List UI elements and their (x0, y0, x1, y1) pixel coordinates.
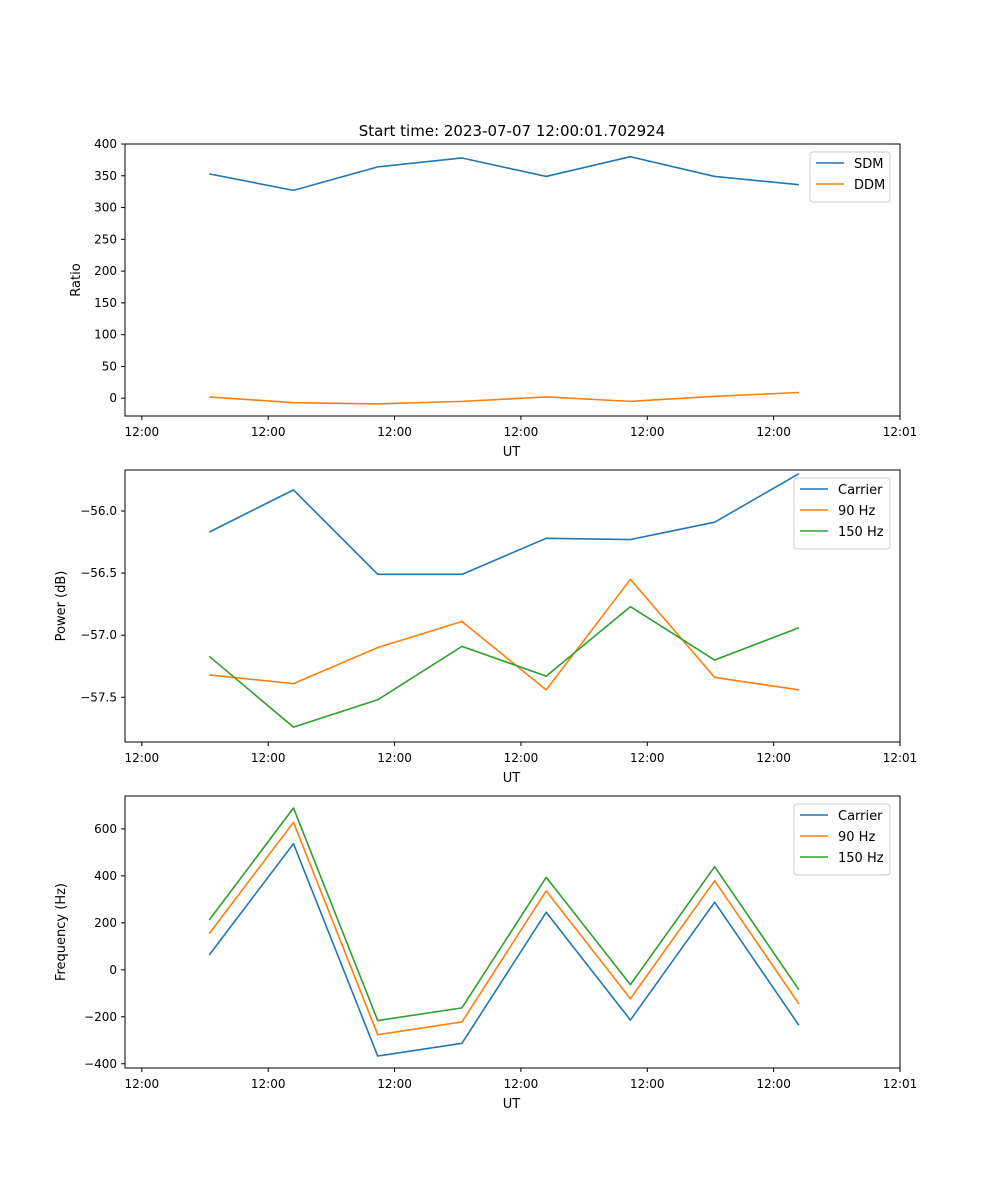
y-tick-label: −200 (84, 1010, 117, 1024)
x-tick-label: 12:00 (377, 425, 412, 439)
series-line-carrier (208, 473, 800, 576)
x-tick-label: 12:01 (883, 751, 918, 765)
x-tick-label: 12:01 (883, 1077, 918, 1091)
subplots: 12:00 12:00 12:00 12:00 12:00 12:00 12:01 0 50 10… (54, 137, 917, 1112)
x-tick-label: 12:00 (251, 751, 286, 765)
series-line-90-hz (209, 578, 800, 691)
y-tick-label: −56.0 (80, 504, 117, 518)
x-tick-label: 12:00 (251, 425, 286, 439)
x-axis-label: UT (503, 445, 521, 460)
legend: SDM DDM (809, 151, 891, 203)
x-tick-label: 12:00 (504, 1077, 539, 1091)
x-tick-label: 12:00 (251, 1077, 286, 1091)
y-tick-label: −57.0 (80, 628, 117, 642)
y-tick-label: 200 (94, 916, 117, 930)
y-axis-label: Ratio (69, 263, 84, 296)
legend-label: Carrier (838, 809, 883, 824)
series-line-150-hz (208, 605, 800, 728)
figure-title: Start time: 2023-07-07 12:00:01.702924 (359, 122, 665, 140)
y-tick-label: 600 (94, 822, 117, 836)
legend: Carrier 90 Hz 150 Hz (793, 803, 891, 876)
x-tick-label: 12:00 (504, 751, 539, 765)
axes-frame (124, 143, 901, 417)
x-tick-label: 12:00 (756, 751, 791, 765)
y-tick-label: 350 (94, 169, 117, 183)
y-tick-label: 0 (109, 391, 117, 405)
y-tick-label: −56.5 (80, 566, 117, 580)
axes-frame (124, 469, 901, 743)
series-line-ddm (209, 391, 799, 405)
y-tick-label: −400 (84, 1057, 117, 1071)
x-tick-label: 12:00 (125, 1077, 160, 1091)
y-axis-label: Power (dB) (54, 571, 69, 642)
subplot-2: 12:00 12:00 12:00 12:00 12:00 12:00 12:01 −56.0… (54, 469, 918, 786)
y-tick-label: 250 (94, 232, 117, 246)
series-line-90-hz (208, 821, 800, 1036)
legend-label: DDM (854, 178, 885, 193)
series-line-150-hz (208, 807, 800, 1022)
legend-box (809, 151, 891, 203)
x-tick-label: 12:00 (377, 1077, 412, 1091)
legend-label: 150 Hz (838, 851, 884, 866)
y-tick-label: 100 (94, 328, 117, 342)
x-tick-label: 12:00 (125, 425, 160, 439)
x-tick-label: 12:00 (756, 1077, 791, 1091)
y-tick-label: 300 (94, 201, 117, 215)
subplot-3: 12:00 12:00 12:00 12:00 12:00 12:00 12:01 600 40… (54, 795, 918, 1112)
x-tick-label: 12:00 (125, 751, 160, 765)
legend-label: SDM (854, 157, 883, 172)
y-tick-label: 150 (94, 296, 117, 310)
y-tick-label: 0 (109, 963, 117, 977)
x-tick-label: 12:00 (630, 751, 665, 765)
legend-label: 90 Hz (838, 830, 875, 845)
x-tick-label: 12:00 (630, 425, 665, 439)
legend: Carrier 90 Hz 150 Hz (793, 477, 891, 550)
x-tick-label: 12:00 (630, 1077, 665, 1091)
x-tick-label: 12:00 (377, 751, 412, 765)
x-tick-label: 12:00 (756, 425, 791, 439)
legend-label: 150 Hz (838, 525, 884, 540)
y-axis-label: Frequency (Hz) (54, 883, 69, 981)
x-tick-label: 12:00 (504, 425, 539, 439)
legend-label: Carrier (838, 483, 883, 498)
y-tick-label: 200 (94, 264, 117, 278)
y-tick-label: 400 (94, 137, 117, 151)
x-tick-label: 12:01 (883, 425, 918, 439)
y-tick-label: 400 (94, 869, 117, 883)
x-axis-label: UT (503, 771, 521, 786)
axes-frame (124, 795, 901, 1069)
x-axis-label: UT (503, 1097, 521, 1112)
series-line-sdm (209, 155, 799, 192)
legend-label: 90 Hz (838, 504, 875, 519)
series-line-carrier (208, 842, 800, 1057)
y-tick-label: 50 (102, 359, 117, 373)
y-tick-label: −57.5 (80, 690, 117, 704)
subplot-1: 12:00 12:00 12:00 12:00 12:00 12:00 12:01 0 50 10… (69, 137, 917, 460)
